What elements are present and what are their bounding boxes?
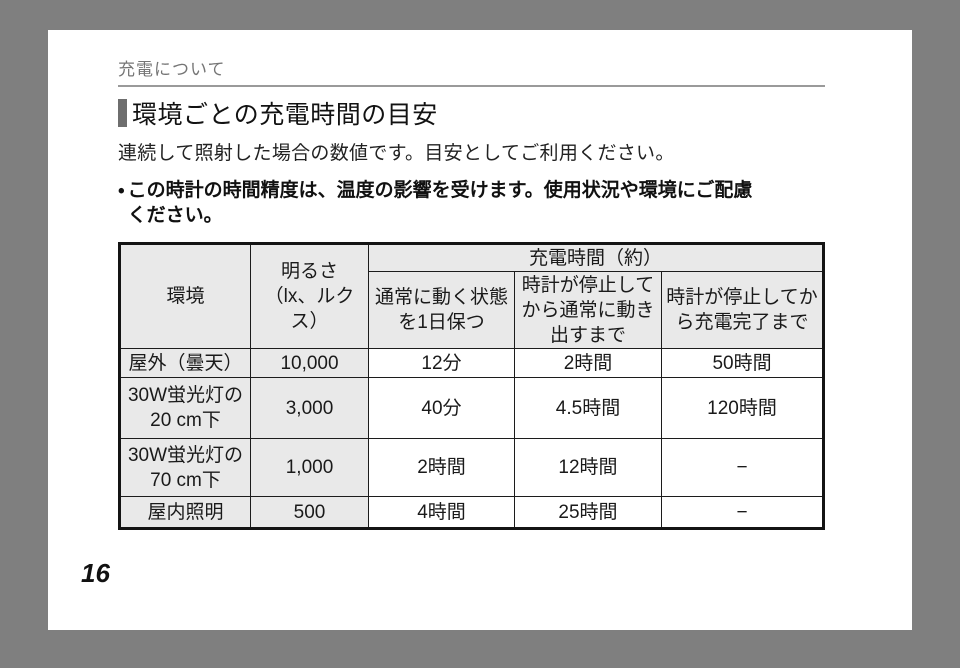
page-number: 16: [81, 558, 110, 588]
cell-env: 30W蛍光灯の70 cm下: [119, 438, 251, 497]
section-label: 充電について: [118, 60, 226, 79]
cell-keep1day: 40分: [368, 377, 515, 439]
cell-env: 30W蛍光灯の20 cm下: [119, 377, 251, 439]
header-keep-1day: 通常に動く状態を1日保つ: [368, 271, 515, 349]
heading: 環境ごとの充電時間の目安: [118, 95, 825, 131]
cell-lux: 500: [250, 496, 369, 529]
header-brightness-line2: （lx、ルクス）: [264, 286, 355, 332]
section-divider: [118, 85, 825, 87]
table-row: 30W蛍光灯の70 cm下 1,000 2時間 12時間 −: [119, 438, 825, 497]
cell-restart: 2時間: [514, 348, 662, 378]
cell-lux: 3,000: [250, 377, 369, 439]
table-row: 屋外（曇天） 10,000 12分 2時間 50時間: [119, 348, 825, 378]
header-full-charge: 時計が停止してから充電完了まで: [660, 271, 825, 349]
note-line-2: ください。: [127, 205, 223, 226]
cell-full: −: [660, 438, 825, 497]
cell-lux: 1,000: [250, 438, 369, 497]
header-brightness-line1: 明るさ: [280, 261, 338, 282]
cell-env: 屋内照明: [119, 496, 251, 529]
cell-keep1day: 4時間: [368, 496, 515, 529]
manual-page: 充電について 環境ごとの充電時間の目安 連続して照射した場合の数値です。目安とし…: [48, 30, 912, 630]
table-row: 30W蛍光灯の20 cm下 3,000 40分 4.5時間 120時間: [119, 377, 825, 439]
cell-env: 屋外（曇天）: [119, 348, 251, 378]
note-text: この時計の時間精度は、温度の影響を受けます。使用状況や環境にご配慮 ください。: [128, 178, 753, 228]
table-header-sub-row: 通常に動く状態を1日保つ 時計が停止してから通常に動き出すまで 時計が停止してか…: [120, 271, 825, 349]
cell-full: 50時間: [660, 348, 825, 378]
page-title: 環境ごとの充電時間の目安: [132, 101, 438, 129]
cell-keep1day: 2時間: [368, 438, 515, 497]
cell-restart: 4.5時間: [514, 377, 662, 439]
heading-marker-bar: [118, 99, 127, 127]
table-row: 屋内照明 500 4時間 25時間 −: [119, 496, 825, 529]
cell-full: 120時間: [660, 377, 825, 439]
cell-full: −: [660, 496, 825, 529]
intro-text: 連続して照射した場合の数値です。目安としてご利用ください。: [118, 143, 675, 164]
header-charge-time-group: 充電時間（約）: [367, 243, 825, 272]
note-line-1: この時計の時間精度は、温度の影響を受けます。使用状況や環境にご配慮: [127, 180, 753, 201]
note: • この時計の時間精度は、温度の影響を受けます。使用状況や環境にご配慮 ください…: [118, 178, 825, 228]
header-env: 環境: [119, 243, 251, 349]
cell-restart: 25時間: [514, 496, 662, 529]
page-content: 充電について 環境ごとの充電時間の目安 連続して照射した場合の数値です。目安とし…: [118, 30, 826, 530]
cell-keep1day: 12分: [368, 348, 515, 378]
cell-restart: 12時間: [514, 438, 662, 497]
header-restart: 時計が停止してから通常に動き出すまで: [514, 271, 662, 349]
charge-time-table: 環境 明るさ （lx、ルクス） 充電時間（約） 通常に動く状態を1日保つ 時計が…: [118, 242, 826, 530]
bullet-icon: •: [118, 181, 125, 202]
header-brightness: 明るさ （lx、ルクス）: [250, 243, 369, 349]
table-header-group-row: 環境 明るさ （lx、ルクス） 充電時間（約）: [119, 243, 825, 349]
cell-lux: 10,000: [250, 348, 369, 378]
